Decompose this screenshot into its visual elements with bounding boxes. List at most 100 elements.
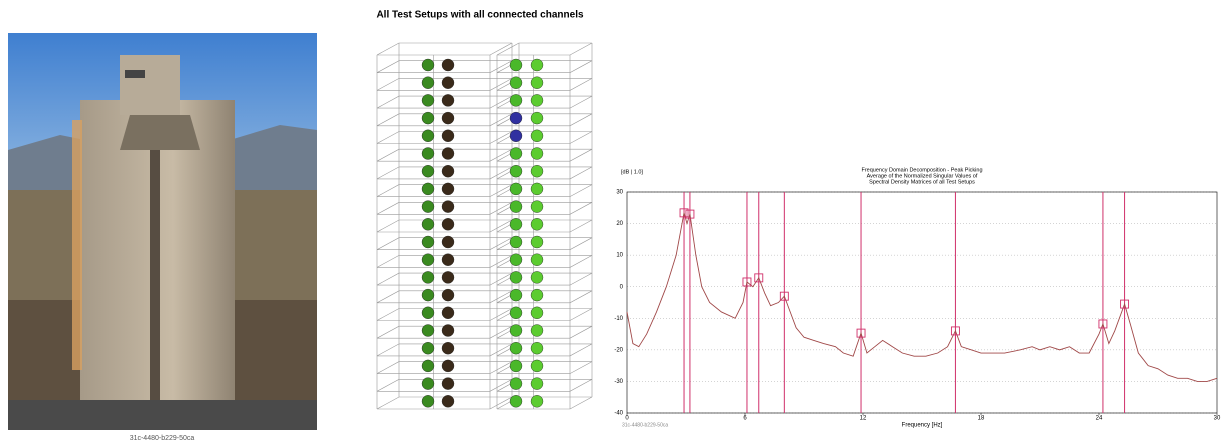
sensor xyxy=(442,77,454,89)
sensor xyxy=(510,77,522,89)
sensor xyxy=(442,165,454,177)
model-title: All Test Setups with all connected chann… xyxy=(376,10,584,21)
sensor xyxy=(422,130,434,142)
x-tick-label: 30 xyxy=(1214,416,1221,422)
x-tick-label: 6 xyxy=(743,416,747,422)
sensor xyxy=(442,342,454,354)
y-tick-label: 0 xyxy=(620,284,624,290)
sensor xyxy=(531,201,543,213)
sensor xyxy=(531,378,543,390)
sensor xyxy=(510,201,522,213)
sensor xyxy=(531,307,543,319)
wire xyxy=(497,43,592,55)
chart: Frequency Domain Decomposition - Peak Pi… xyxy=(614,167,1221,428)
sensor xyxy=(442,94,454,106)
y-tick-label: -20 xyxy=(614,347,623,353)
sensor xyxy=(531,165,543,177)
sensor xyxy=(531,289,543,301)
sensor xyxy=(510,59,522,71)
y-tick-label: -10 xyxy=(614,316,623,322)
sensor xyxy=(422,183,434,195)
sensor xyxy=(510,342,522,354)
sensor xyxy=(531,148,543,160)
x-tick-label: 0 xyxy=(625,416,629,422)
x-tick-label: 24 xyxy=(1096,416,1103,422)
sensor xyxy=(531,236,543,248)
sensor xyxy=(442,378,454,390)
sensor xyxy=(531,130,543,142)
sensor xyxy=(422,395,434,407)
chart-title: Spectral Density Matrices of all Test Se… xyxy=(869,179,975,185)
series-line xyxy=(627,213,1217,382)
photo xyxy=(8,33,317,430)
balconies xyxy=(72,120,82,370)
sensor xyxy=(422,254,434,266)
sensor xyxy=(442,360,454,372)
y-tick-label: 20 xyxy=(616,221,623,227)
sensor xyxy=(442,271,454,283)
sensor xyxy=(442,236,454,248)
x-axis-label: Frequency [Hz] xyxy=(902,423,943,429)
sensor xyxy=(510,271,522,283)
sensor xyxy=(422,148,434,160)
street xyxy=(8,400,317,430)
building-top xyxy=(120,55,180,115)
sensor xyxy=(510,236,522,248)
wireframe-model xyxy=(377,43,592,409)
sensor xyxy=(531,395,543,407)
sensor xyxy=(531,77,543,89)
sensor xyxy=(510,130,522,142)
sensor xyxy=(510,307,522,319)
sensor xyxy=(442,201,454,213)
sensor xyxy=(531,271,543,283)
sensor xyxy=(510,112,522,124)
sensor xyxy=(531,59,543,71)
y-tick-label: -40 xyxy=(614,411,623,417)
sensor xyxy=(422,271,434,283)
sensor xyxy=(510,148,522,160)
y-tick-label: 10 xyxy=(616,253,623,259)
sensor xyxy=(510,325,522,337)
sensor xyxy=(531,94,543,106)
sensor xyxy=(510,289,522,301)
sensor xyxy=(422,77,434,89)
wire xyxy=(377,43,512,55)
sensor xyxy=(510,218,522,230)
sensor xyxy=(510,165,522,177)
sensor xyxy=(422,378,434,390)
sensor xyxy=(510,378,522,390)
sensor xyxy=(422,307,434,319)
sensor xyxy=(510,94,522,106)
sensor xyxy=(442,395,454,407)
x-tick-label: 12 xyxy=(860,416,867,422)
sensor xyxy=(531,183,543,195)
sensor xyxy=(442,254,454,266)
sensor xyxy=(422,236,434,248)
sensor xyxy=(422,165,434,177)
sensor xyxy=(422,94,434,106)
page: 31c-4480-b229-50ca All Test Setups with … xyxy=(0,0,1221,446)
sensor xyxy=(531,254,543,266)
sensor xyxy=(422,201,434,213)
sensor xyxy=(442,325,454,337)
photo-caption: 31c-4480-b229-50ca xyxy=(130,435,195,442)
sensor xyxy=(442,218,454,230)
sensor xyxy=(531,325,543,337)
sensor xyxy=(422,112,434,124)
x-tick-label: 18 xyxy=(978,416,985,422)
roof xyxy=(120,115,200,150)
sensor xyxy=(531,112,543,124)
figure: 31c-4480-b229-50ca All Test Setups with … xyxy=(0,0,1221,446)
sensor xyxy=(442,148,454,160)
sensor xyxy=(422,360,434,372)
y-axis-label: [dB | 1.0] xyxy=(621,169,643,175)
sensor xyxy=(422,342,434,354)
sensor xyxy=(531,360,543,372)
sensor xyxy=(510,360,522,372)
sensor xyxy=(442,289,454,301)
y-tick-label: 30 xyxy=(616,190,623,196)
sensor xyxy=(442,59,454,71)
sensor xyxy=(442,130,454,142)
stair xyxy=(150,150,160,430)
sensor xyxy=(510,395,522,407)
